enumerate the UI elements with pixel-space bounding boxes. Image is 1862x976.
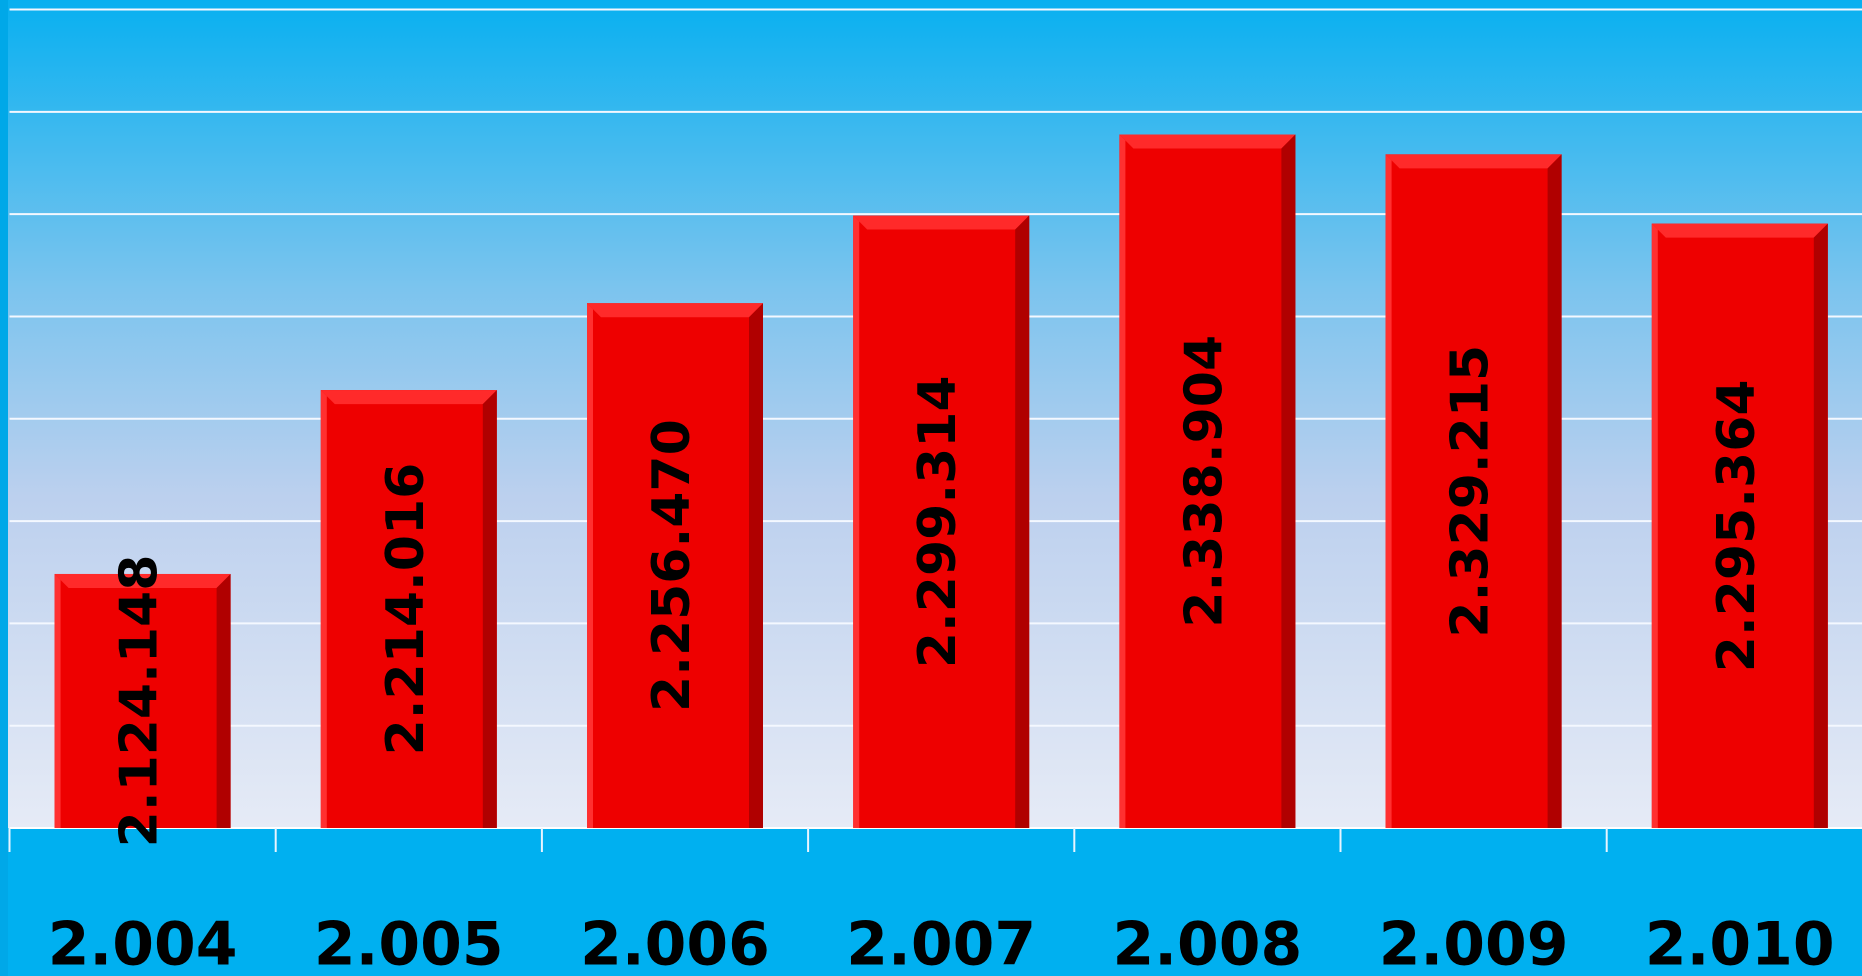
- bar-left-bevel: [1119, 134, 1126, 828]
- bar-top-bevel: [54, 573, 231, 588]
- x-tick-label: 2.004: [48, 910, 238, 976]
- value-label: 2.214.016: [376, 463, 436, 756]
- value-label: 2.256.470: [642, 419, 702, 712]
- bar-left-bevel: [54, 573, 61, 828]
- bar-side-bevel: [749, 303, 763, 829]
- bar-top-bevel: [320, 390, 497, 405]
- value-label: 2.295.364: [1707, 379, 1767, 672]
- bar: [1385, 154, 1562, 828]
- bar-top-bevel: [1119, 134, 1296, 149]
- bar-top-bevel: [1651, 223, 1828, 238]
- x-tick-label: 2.010: [1645, 910, 1835, 976]
- bar: [587, 303, 763, 829]
- bar-side-bevel: [1281, 134, 1296, 828]
- bar: [54, 573, 231, 828]
- value-label: 2.299.314: [908, 375, 968, 668]
- bar-left-bevel: [320, 390, 327, 828]
- bar-left-bevel: [1385, 154, 1392, 828]
- value-label: 2.338.904: [1174, 335, 1234, 628]
- x-tick-label: 2.007: [846, 910, 1036, 976]
- value-label: 2.124.148: [110, 555, 170, 848]
- bar-top-bevel: [1385, 154, 1562, 169]
- x-tick-label: 2.009: [1379, 910, 1569, 976]
- bar-side-bevel: [216, 573, 231, 828]
- value-label: 2.329.215: [1441, 345, 1501, 638]
- bar-top-bevel: [587, 303, 763, 318]
- bar-top-bevel: [853, 215, 1030, 230]
- bar: [1651, 223, 1828, 828]
- bar-side-bevel: [1015, 215, 1030, 828]
- x-tick-label: 2.005: [314, 910, 504, 976]
- x-tick-label: 2.008: [1113, 910, 1303, 976]
- bar-left-bevel: [1651, 223, 1658, 828]
- bar-left-bevel: [587, 303, 593, 829]
- bar: [320, 390, 497, 828]
- bar: [1119, 134, 1296, 828]
- bar-side-bevel: [1547, 154, 1562, 828]
- bar-side-bevel: [1813, 223, 1828, 828]
- bar: [853, 215, 1030, 828]
- left-edge: [0, 0, 8, 976]
- x-tick-label: 2.006: [580, 910, 770, 976]
- bar-left-bevel: [853, 215, 860, 828]
- bar-side-bevel: [482, 390, 497, 828]
